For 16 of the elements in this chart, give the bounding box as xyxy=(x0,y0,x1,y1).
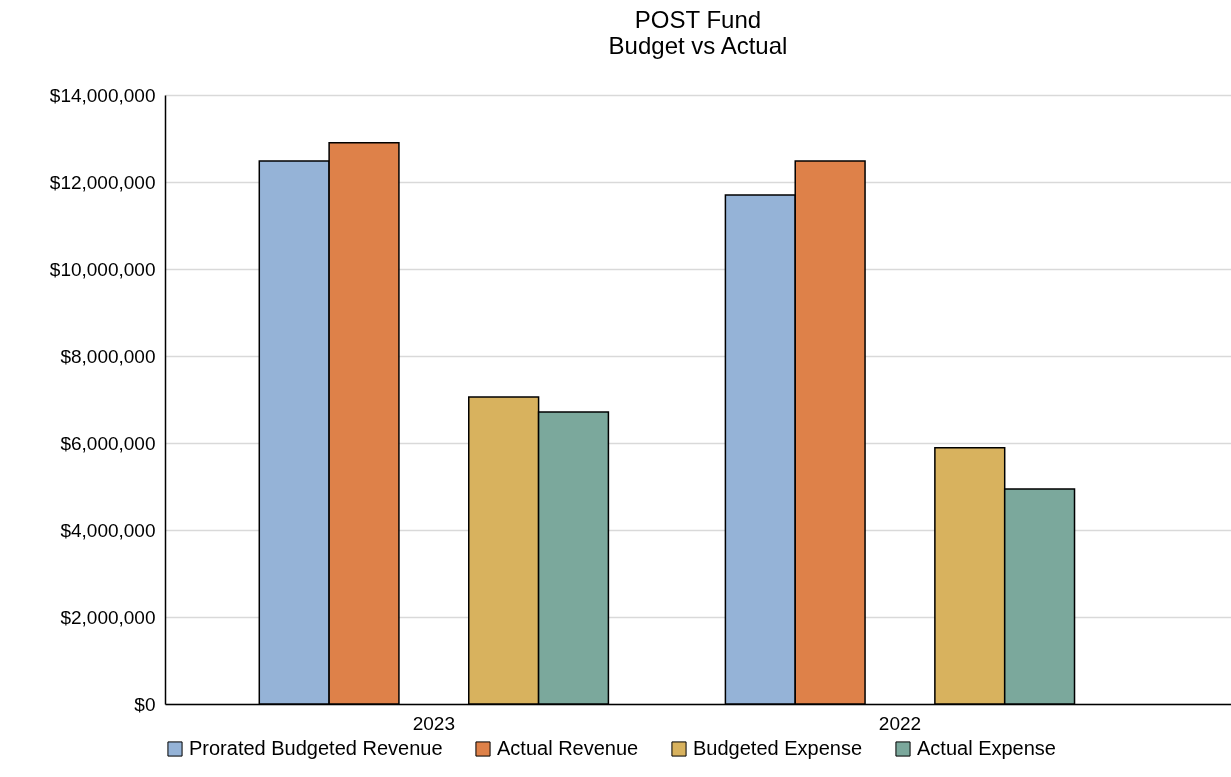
y-tick-label: $10,000,000 xyxy=(49,258,156,280)
x-tick-label: 2022 xyxy=(878,712,922,734)
y-tick-label: $12,000,000 xyxy=(49,171,156,193)
chart-title: POST Fund xyxy=(634,6,762,33)
y-tick-label: $8,000,000 xyxy=(60,345,156,367)
y-tick-label: $0 xyxy=(134,693,156,715)
chart-subtitle: Budget vs Actual xyxy=(608,32,788,59)
legend-label: Actual Revenue xyxy=(497,737,639,759)
x-tick-label: 2023 xyxy=(412,712,455,734)
legend-label: Budgeted Expense xyxy=(693,737,863,759)
y-tick-label: $14,000,000 xyxy=(49,84,156,106)
legend-label: Actual Expense xyxy=(917,737,1056,759)
y-tick-label: $6,000,000 xyxy=(60,432,156,454)
y-tick-label: $2,000,000 xyxy=(60,606,156,628)
legend-label: Prorated Budgeted Revenue xyxy=(189,737,443,759)
y-tick-label: $4,000,000 xyxy=(60,519,156,541)
